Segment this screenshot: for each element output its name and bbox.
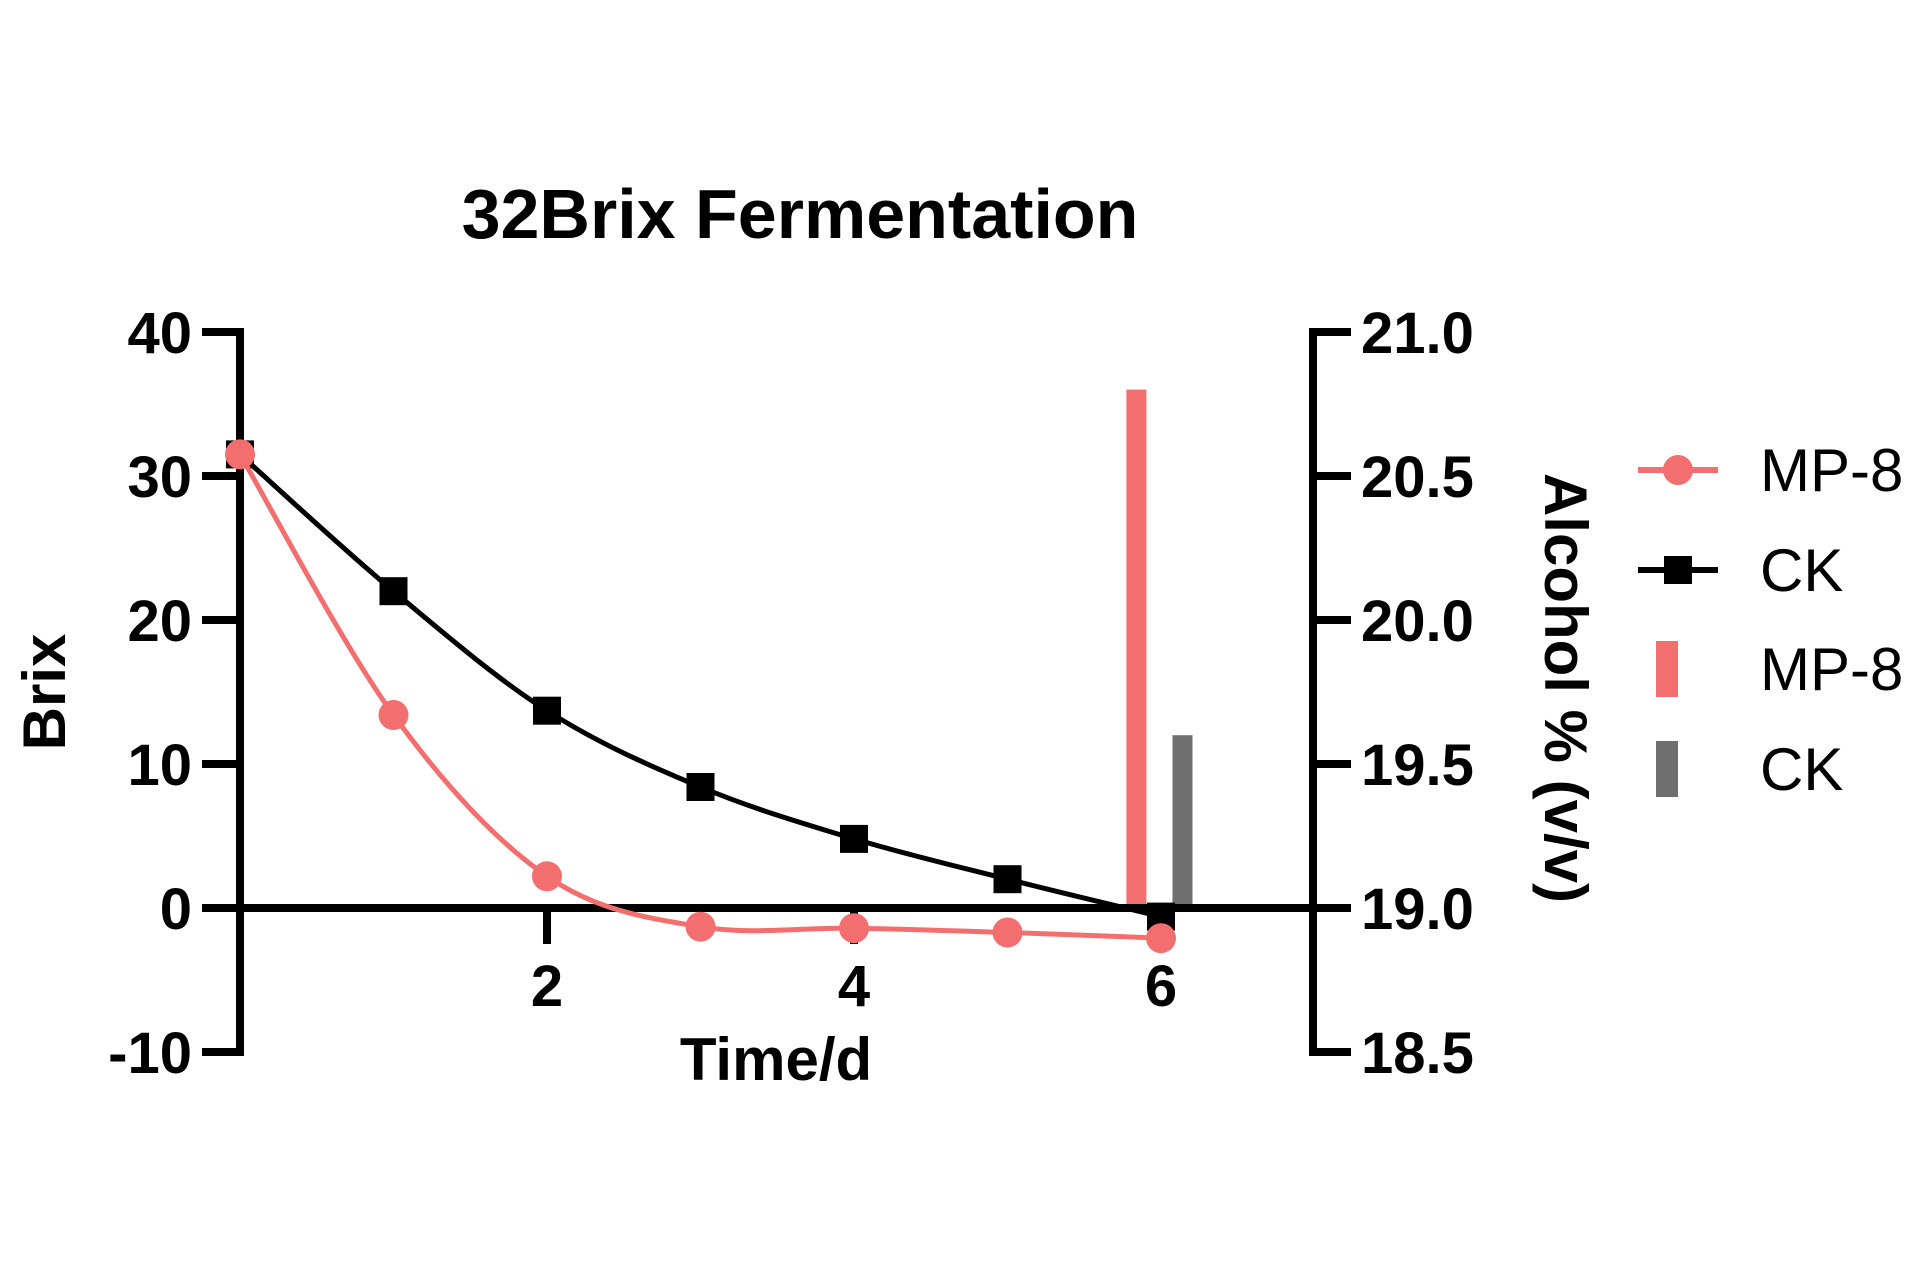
legend-swatches-layer xyxy=(1638,455,1718,797)
right-axis-tick-label: 20.0 xyxy=(1361,589,1474,654)
series-layer xyxy=(225,439,1176,954)
mp-8-data-point xyxy=(532,861,562,892)
right-axis-tick-label: 19.0 xyxy=(1361,877,1474,942)
x-axis-title: Time/d xyxy=(680,1026,872,1093)
mp-8-data-point xyxy=(685,911,716,942)
bars-layer xyxy=(1126,389,1193,909)
ck-alcohol-bar xyxy=(1172,735,1193,908)
legend-mp8-circle-marker-icon xyxy=(1663,455,1693,485)
mp-8-data-point xyxy=(225,439,255,470)
x-axis-tick-label: 6 xyxy=(1145,954,1177,1019)
legend-ck-square-marker-icon xyxy=(1664,556,1692,584)
left-axis-tick-label: 10 xyxy=(127,733,192,798)
mp-8-fit-curve xyxy=(237,451,1164,941)
chart-title: 32Brix Fermentation xyxy=(462,175,1139,253)
axes-layer: 40 30 20 10 0 -10 21.0 20.5 20.0 19.5 19.0 18.5 2 4 6 xyxy=(108,301,1474,1086)
left-axis-title: Brix xyxy=(11,634,78,751)
left-axis-tick-label: 40 xyxy=(127,301,192,366)
mp-8-data-point xyxy=(992,917,1023,948)
legend-label-mp8-line: MP-8 xyxy=(1760,437,1903,504)
mp-8-alcohol-bar xyxy=(1126,389,1147,909)
legend-ck-bar-swatch xyxy=(1656,741,1678,797)
left-axis-tick-label: 0 xyxy=(160,877,192,942)
mp-8-data-point xyxy=(378,700,409,730)
mp-8-data-point xyxy=(839,913,869,944)
right-axis-tick-label: 21.0 xyxy=(1361,301,1474,366)
ck-data-point xyxy=(379,577,408,606)
right-axis-tick-label: 19.5 xyxy=(1361,733,1474,798)
left-axis-tick-label: 20 xyxy=(127,589,192,654)
legend-label-ck-line: CK xyxy=(1760,537,1843,604)
legend-mp-8-bar-swatch xyxy=(1656,641,1678,697)
x-axis-tick-label: 4 xyxy=(838,954,870,1019)
x-axis-tick-label: 2 xyxy=(531,954,563,1019)
right-axis-tick-label: 18.5 xyxy=(1361,1021,1474,1086)
mp-8-data-point xyxy=(1146,923,1176,954)
left-axis-tick-label: 30 xyxy=(127,445,192,510)
legend-label-ck-bar: CK xyxy=(1760,736,1843,803)
ck-data-point xyxy=(533,696,561,725)
ck-data-point xyxy=(840,824,868,853)
ck-fit-curve xyxy=(237,451,1164,920)
right-axis-title: Alcohol % (v/v) xyxy=(1532,473,1599,903)
ck-data-point xyxy=(993,865,1022,894)
ck-data-point xyxy=(686,773,715,801)
right-axis-tick-label: 20.5 xyxy=(1361,445,1474,510)
legend-label-mp8-bar: MP-8 xyxy=(1760,636,1903,703)
left-axis-tick-label: -10 xyxy=(108,1021,192,1086)
